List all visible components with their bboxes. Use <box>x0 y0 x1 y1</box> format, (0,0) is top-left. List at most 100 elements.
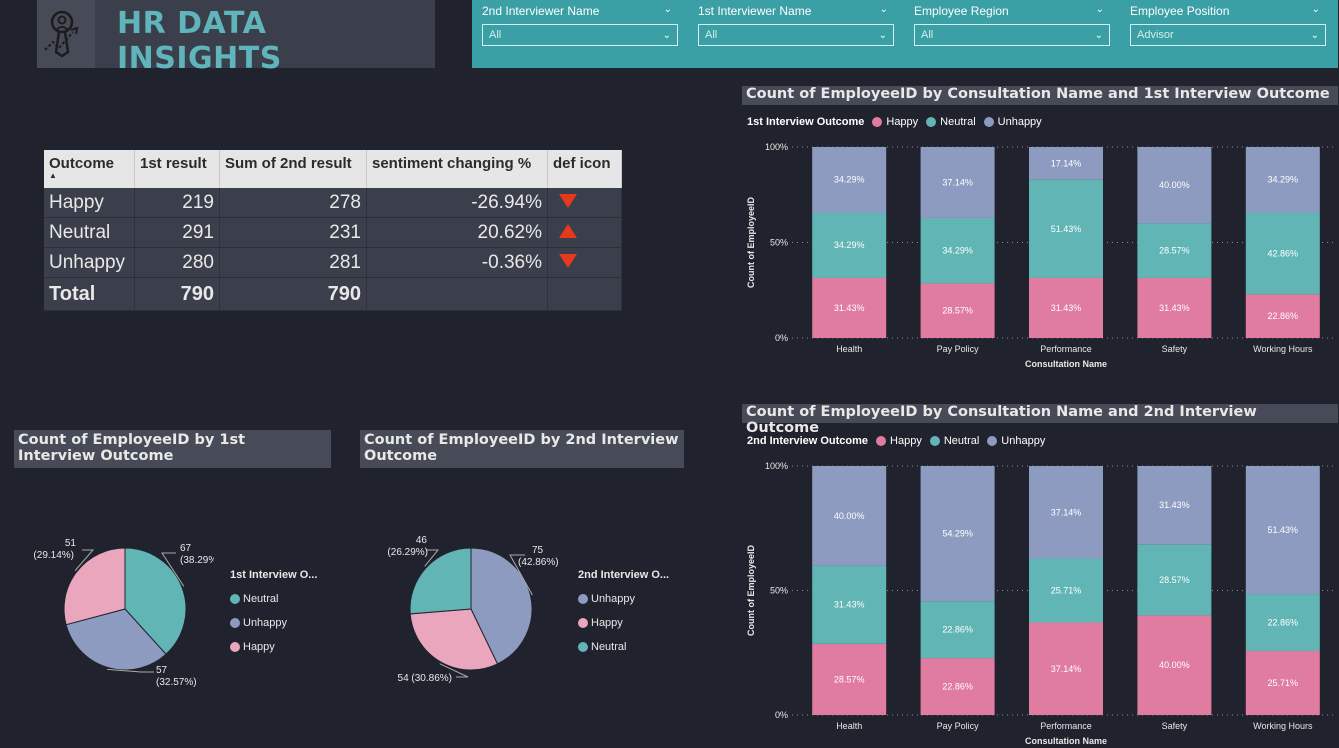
slicer-1st-interviewer[interactable]: 1st Interviewer Name ⌄ All ⌄ <box>698 0 894 46</box>
y-tick-label: 50% <box>770 238 788 248</box>
legend-title: 1st Interview O... <box>230 569 318 581</box>
slicer-dropdown[interactable]: All ⌄ <box>482 24 678 46</box>
bar-segment-unhappy[interactable] <box>920 147 995 218</box>
legend-label: Unhappy <box>591 593 636 605</box>
legend-label-unhappy[interactable]: Unhappy <box>1001 435 1046 447</box>
bar-segment-unhappy[interactable] <box>1029 147 1103 180</box>
bar-segment-unhappy[interactable] <box>812 466 887 566</box>
unhappy-dot-icon <box>983 117 994 127</box>
legend-label-unhappy[interactable]: Unhappy <box>997 116 1042 128</box>
legend-item-happy[interactable]: Happy <box>230 641 317 653</box>
column-header-def-icon[interactable]: def icon <box>547 150 622 188</box>
bar-segment-neutral[interactable] <box>1245 594 1320 651</box>
bar-data-label: 34.29% <box>1268 175 1299 185</box>
pie-chart-1st-outcome[interactable]: 67(38.29%) 57(32.57%) 51(29.14%) <box>14 480 214 710</box>
bar-segment-neutral[interactable] <box>812 212 887 278</box>
x-axis-label: Consultation Name <box>1025 359 1107 369</box>
pie-data-pct: (42.86%) <box>518 557 559 568</box>
bar-segment-unhappy[interactable] <box>1245 466 1320 595</box>
bar-segment-neutral[interactable] <box>1029 558 1103 623</box>
bar-segment-happy[interactable] <box>920 283 995 338</box>
bar-data-label: 34.29% <box>942 246 973 256</box>
bar-segment-unhappy[interactable] <box>920 465 995 602</box>
legend-item-neutral[interactable]: Neutral <box>578 641 669 653</box>
bar-segment-happy[interactable] <box>1137 615 1212 715</box>
bar-segment-neutral[interactable] <box>1029 179 1103 278</box>
legend-item-unhappy[interactable]: Unhappy <box>578 593 669 605</box>
slicer-dropdown[interactable]: Advisor ⌄ <box>1130 24 1326 46</box>
bar-segment-neutral[interactable] <box>1137 223 1212 278</box>
legend-label-happy[interactable]: Happy <box>886 116 919 128</box>
cell-sentiment-change: 20.62% <box>366 217 548 248</box>
stacked-bar-chart-2nd-outcome[interactable]: Count of EmployeeID 0% 50% 100% 28.57% 31.43%… <box>742 455 1338 748</box>
legend-label-happy[interactable]: Happy <box>890 435 922 447</box>
bar-segment-happy[interactable] <box>812 277 887 338</box>
slicer-dropdown[interactable]: All ⌄ <box>914 24 1110 46</box>
leader-line <box>107 668 154 673</box>
bar-segment-neutral[interactable] <box>920 217 995 284</box>
slicer-2nd-interviewer[interactable]: 2nd Interviewer Name ⌄ All ⌄ <box>482 0 678 46</box>
column-header-outcome[interactable]: Outcome ▲ <box>44 150 135 188</box>
outcome-summary-table: Outcome ▲ 1st result Sum of 2nd result se… <box>44 150 622 311</box>
pie-data-pct: (29.14%) <box>33 550 74 561</box>
bar-segment-happy[interactable] <box>1245 650 1320 715</box>
pie-data-pct: (32.57%) <box>156 677 197 688</box>
bar-segment-happy[interactable] <box>920 658 995 715</box>
happy-dot-icon <box>578 618 588 628</box>
bar-segment-unhappy[interactable] <box>1029 466 1103 559</box>
bar-data-label: 22.86% <box>1268 618 1299 628</box>
bar-segment-neutral[interactable] <box>920 601 995 659</box>
x-tick-label: Working Hours <box>1253 344 1313 354</box>
column-header-first-result[interactable]: 1st result <box>134 150 220 188</box>
bar-segment-neutral[interactable] <box>812 565 887 644</box>
pie-slice-neutral[interactable] <box>124 547 187 655</box>
x-tick-label: Safety <box>1162 721 1188 731</box>
bar2-legend: 2nd Interview Outcome Happy Neutral Unha… <box>747 435 1045 447</box>
bar-segment-unhappy[interactable] <box>1137 466 1212 545</box>
legend-title: 1st Interview Outcome <box>747 116 865 128</box>
bar-segment-happy[interactable] <box>1245 294 1320 338</box>
legend-label-neutral[interactable]: Neutral <box>943 435 980 447</box>
pie-chart-2nd-outcome[interactable]: 75(42.86%) 54 (30.86%) 46(26.29%) <box>360 480 575 710</box>
down-triangle-icon <box>559 253 577 268</box>
pie-slice-unhappy[interactable] <box>65 608 167 671</box>
column-header-second-result[interactable]: Sum of 2nd result <box>219 150 367 188</box>
pie-slice-unhappy[interactable] <box>470 547 533 665</box>
pie-slice-neutral[interactable] <box>409 547 472 615</box>
bar-segment-happy[interactable] <box>812 643 887 715</box>
cell-total-label: Total <box>44 277 135 311</box>
bar-data-label: 31.43% <box>1159 500 1190 510</box>
bar-segment-unhappy[interactable] <box>1137 147 1212 224</box>
bar-data-label: 40.00% <box>1159 660 1190 670</box>
slicer-dropdown[interactable]: All ⌄ <box>698 24 894 46</box>
table-row: Neutral 291 231 20.62% <box>44 217 622 248</box>
cell-sentiment-change: -0.36% <box>366 247 548 278</box>
legend-label: Neutral <box>243 593 279 605</box>
bar-segment-unhappy[interactable] <box>812 146 887 213</box>
x-tick-label: Performance <box>1040 721 1092 731</box>
pie-data-label: 67 <box>180 543 192 554</box>
bar-segment-happy[interactable] <box>1029 277 1103 338</box>
unhappy-dot-icon <box>230 618 240 628</box>
chevron-down-icon: ⌄ <box>1310 29 1319 41</box>
slicer-employee-position[interactable]: Employee Position ⌄ Advisor ⌄ <box>1130 0 1326 46</box>
legend-item-unhappy[interactable]: Unhappy <box>230 617 317 629</box>
legend-label-neutral[interactable]: Neutral <box>940 116 976 128</box>
column-header-sentiment-change[interactable]: sentiment changing % <box>366 150 548 188</box>
stacked-bar-chart-1st-outcome[interactable]: Count of EmployeeID 0% 50% 100% 31.43% 34.29%… <box>742 136 1338 372</box>
legend-title: 2nd Interview O... <box>578 569 670 581</box>
pie-slice-happy[interactable] <box>409 608 499 671</box>
bar-segment-happy[interactable] <box>1137 277 1212 338</box>
legend-item-neutral[interactable]: Neutral <box>230 593 317 605</box>
bar-segment-happy[interactable] <box>1029 622 1103 715</box>
y-axis-label: Count of EmployeeID <box>746 545 756 637</box>
sort-ascending-icon[interactable]: ▲ <box>49 171 57 180</box>
slicer-employee-region[interactable]: Employee Region ⌄ All ⌄ <box>914 0 1110 46</box>
pie-slice-happy[interactable] <box>63 547 126 626</box>
legend-item-happy[interactable]: Happy <box>578 617 669 629</box>
bar-segment-unhappy[interactable] <box>1245 146 1320 213</box>
bar-data-label: 25.71% <box>1268 678 1299 688</box>
bar-segment-neutral[interactable] <box>1137 544 1212 616</box>
bar-segment-neutral[interactable] <box>1245 212 1320 295</box>
bar-data-label: 37.14% <box>942 177 973 187</box>
